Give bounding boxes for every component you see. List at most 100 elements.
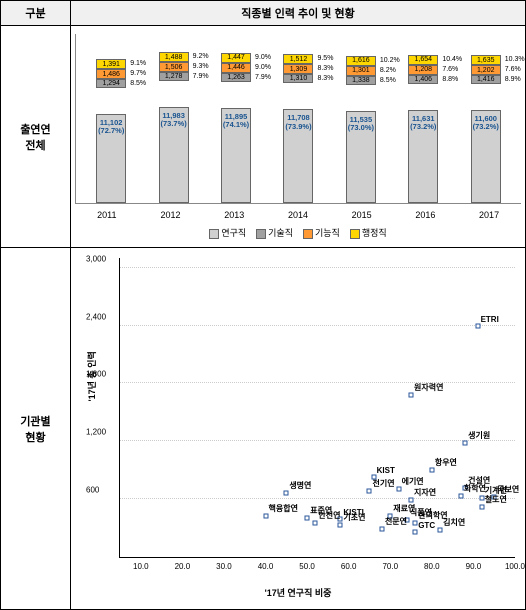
scatter-point <box>479 504 484 509</box>
seg-gisul: 1,406 <box>408 75 438 84</box>
yeongu-label: 11,708(73.9%) <box>285 114 311 131</box>
seg-gisul: 1,416 <box>471 75 501 84</box>
pct-label: 10.3% <box>505 56 525 63</box>
seg-haeng: 1,616 <box>346 56 376 66</box>
seg-yeongu: 11,631(73.2%) <box>408 110 438 203</box>
year-label: 2016 <box>400 210 450 220</box>
pct-label: 7.9% <box>193 73 209 80</box>
scatter-point <box>438 528 443 533</box>
pct-label: 7.9% <box>255 74 271 81</box>
seg-yeongu: 11,895(74.1%) <box>221 108 251 203</box>
point-label: 생기원 <box>468 430 490 441</box>
pct-label: 9.2% <box>193 53 209 60</box>
point-label: 전기연 <box>372 478 394 489</box>
pct-label: 8.5% <box>130 80 146 87</box>
scatter-point <box>367 489 372 494</box>
header-col2: 직종별 인력 추이 및 현황 <box>71 1 525 25</box>
seg-haeng: 1,488 <box>159 52 189 62</box>
point-label: 안전연 <box>318 510 340 521</box>
yeongu-label: 11,600(73.2%) <box>473 115 499 132</box>
yeongu-label: 11,535(73.0%) <box>348 116 374 133</box>
pct-label: 8.3% <box>317 65 333 72</box>
year-label: 2012 <box>146 210 196 220</box>
year-label: 2011 <box>82 210 132 220</box>
x-axis-label: '17년 연구직 비중 <box>81 586 515 599</box>
scatter-point <box>379 527 384 532</box>
legend-item: 행정직 <box>350 226 387 239</box>
seg-gineung: 1,301 <box>346 66 376 76</box>
ytick: 3,000 <box>86 254 106 263</box>
point-label: 천문연 <box>385 516 407 527</box>
year-label: 2014 <box>273 210 323 220</box>
point-label: GTC <box>418 521 435 530</box>
ytick: 1,200 <box>86 428 106 437</box>
seg-gisul: 1,338 <box>346 76 376 85</box>
pct-label: 9.7% <box>130 70 146 77</box>
seg-yeongu: 11,102(72.7%) <box>96 114 126 203</box>
row-barchart: 출연연 전체 1,3911,4861,294 11,102(72.7%) 9.1% 9… <box>1 26 525 248</box>
seg-yeongu: 11,535(73.0%) <box>346 111 376 203</box>
pct-label: 9.5% <box>317 55 333 62</box>
scatter-point <box>413 529 418 534</box>
chart-page: 구분 직종별 인력 추이 및 현황 출연연 전체 1,3911,4861,294… <box>0 0 526 610</box>
pct-label: 9.0% <box>255 64 271 71</box>
yeongu-label: 11,631(73.2%) <box>410 115 436 132</box>
seg-gineung: 1,486 <box>96 69 126 79</box>
legend-item: 기술직 <box>256 226 293 239</box>
header-col1: 구분 <box>1 1 71 25</box>
scatter-chart: '17년 총 인력 6001,2001,8002,4003,00010.020.… <box>71 248 525 609</box>
bar-col: 1,5121,3091,31011,708(73.9%)9.5%8.3%8.3% <box>283 54 313 203</box>
xtick: 20.0 <box>175 562 191 571</box>
seg-gisul: 1,310 <box>283 74 313 83</box>
scatter-point <box>475 323 480 328</box>
bar-col: 1,6161,3011,33811,535(73.0%)10.2%8.2%8.5… <box>346 56 376 203</box>
header-row: 구분 직종별 인력 추이 및 현황 <box>1 1 525 26</box>
xtick: 30.0 <box>216 562 232 571</box>
year-label: 2017 <box>464 210 514 220</box>
pct-label: 8.5% <box>380 77 396 84</box>
legend-item: 기능직 <box>303 226 340 239</box>
point-label: 김치연 <box>443 517 465 528</box>
row1-label: 출연연 전체 <box>1 26 71 247</box>
year-label: 2013 <box>209 210 259 220</box>
pct-label: 10.4% <box>442 56 462 63</box>
pct-label: 9.1% <box>130 60 146 67</box>
seg-gisul: 1,263 <box>221 73 251 82</box>
seg-gisul: 1,278 <box>159 72 189 81</box>
scatter-point <box>284 491 289 496</box>
xtick: 40.0 <box>258 562 274 571</box>
seg-gineung: 1,202 <box>471 65 501 75</box>
scatter-point <box>479 496 484 501</box>
pct-label: 10.2% <box>380 57 400 64</box>
seg-haeng: 1,391 <box>96 59 126 69</box>
scatter-point <box>263 513 268 518</box>
point-label: 생명연 <box>289 480 311 491</box>
seg-haeng: 1,635 <box>471 55 501 65</box>
ytick: 600 <box>86 486 99 495</box>
scatter-point <box>305 516 310 521</box>
pct-label: 8.9% <box>505 76 521 83</box>
seg-gisul: 1,294 <box>96 79 126 88</box>
bar-chart: 1,3911,4861,294 11,102(72.7%) 9.1% 9.7% 8.5%… <box>71 26 525 247</box>
xtick: 10.0 <box>133 562 149 571</box>
scatter-point <box>313 521 318 526</box>
seg-yeongu: 11,708(73.9%) <box>283 109 313 203</box>
seg-gineung: 1,208 <box>408 65 438 75</box>
point-label: 항우연 <box>435 457 457 468</box>
pct-label: 9.3% <box>193 63 209 70</box>
yeongu-label: 11,983(73.7%) <box>160 112 186 129</box>
point-label: 핵융합연 <box>269 503 298 514</box>
xtick: 50.0 <box>299 562 315 571</box>
scatter-point <box>463 441 468 446</box>
year-label: 2015 <box>337 210 387 220</box>
pct-label: 8.8% <box>442 76 458 83</box>
point-label: KIST <box>377 466 395 475</box>
bar-col: 1,4881,5061,27811,983(73.7%)9.2%9.3%7.9% <box>159 52 189 203</box>
point-label: 철도연 <box>485 494 507 505</box>
seg-gineung: 1,309 <box>283 64 313 74</box>
pct-label: 8.2% <box>380 67 396 74</box>
seg-haeng: 1,447 <box>221 53 251 63</box>
scatter-point <box>429 468 434 473</box>
pct-label: 7.6% <box>442 66 458 73</box>
point-label: 에기연 <box>402 476 424 487</box>
